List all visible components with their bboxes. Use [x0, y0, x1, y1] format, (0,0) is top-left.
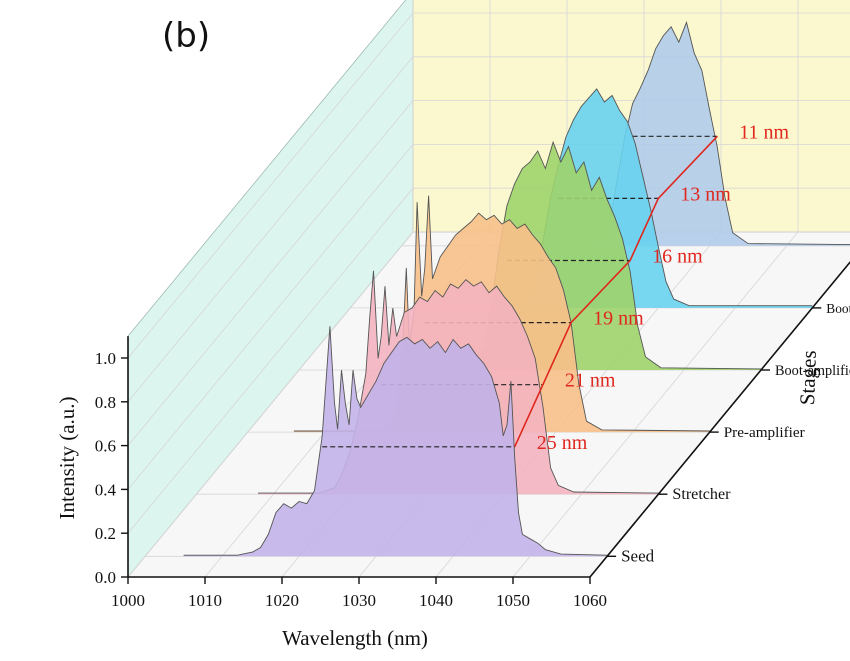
- y-tick-label: 0.8: [95, 393, 116, 412]
- x-tick-label: 1030: [342, 591, 376, 610]
- bandwidth-label: 25 nm: [537, 432, 588, 454]
- x-tick-label: 1020: [265, 591, 299, 610]
- bandwidth-label: 21 nm: [565, 370, 616, 392]
- series-seed: [183, 326, 608, 557]
- y-gridline: [127, 12, 850, 359]
- bandwidth-label: 11 nm: [739, 121, 789, 143]
- z-axis-title: Stages: [795, 350, 821, 406]
- chart-axes: 1000 1010 1020 1030 1040 1050 1060 0.0 0.2 0.4 0.6…: [95, 261, 850, 610]
- x-tick-label: 1000: [111, 591, 145, 610]
- y-tick-label: 0.2: [95, 524, 116, 543]
- stage-tick-label: Stretcher: [672, 486, 731, 503]
- stage-tick-label: Pre-amplifier: [724, 424, 805, 441]
- y-gridline: [127, 143, 850, 490]
- bandwidth-label: 13 nm: [680, 183, 731, 205]
- series-layer: [183, 20, 850, 557]
- stage-tick-label: Boot-amplifier2: [826, 301, 850, 316]
- y-tick-label: 0.4: [95, 480, 117, 499]
- z-axis-line: [589, 261, 850, 578]
- bandwidth-trend-line: [513, 135, 718, 448]
- x-tick-label: 1040: [419, 591, 453, 610]
- bandwidth-annotations: 25 nm 21 nm 19 nm 16 nm 13 nm 11 nm: [513, 121, 790, 454]
- bandwidth-label: 16 nm: [652, 246, 703, 268]
- x-tick-label: 1050: [496, 591, 530, 610]
- y-tick-label: 0.0: [95, 568, 116, 587]
- x-tick-label: 1010: [188, 591, 222, 610]
- series-line: [183, 326, 608, 556]
- bandwidth-label: 19 nm: [593, 308, 644, 330]
- y-tick-label: 0.6: [95, 437, 116, 456]
- x-tick-label: 1060: [573, 591, 607, 610]
- series-line: [258, 270, 659, 494]
- stage-tick-label: Seed: [621, 546, 655, 565]
- y-axis-title: Intensity (a.u.): [55, 396, 79, 519]
- y-gridline: [127, 56, 850, 403]
- series-area: [183, 326, 608, 557]
- y-gridline: [127, 100, 850, 446]
- stage-tick-label: Boot-amplifier1: [775, 363, 850, 379]
- x-axis-title: Wavelength (nm): [282, 626, 428, 650]
- panel-label: (b): [162, 16, 210, 56]
- y-tick-label: 1.0: [95, 349, 116, 368]
